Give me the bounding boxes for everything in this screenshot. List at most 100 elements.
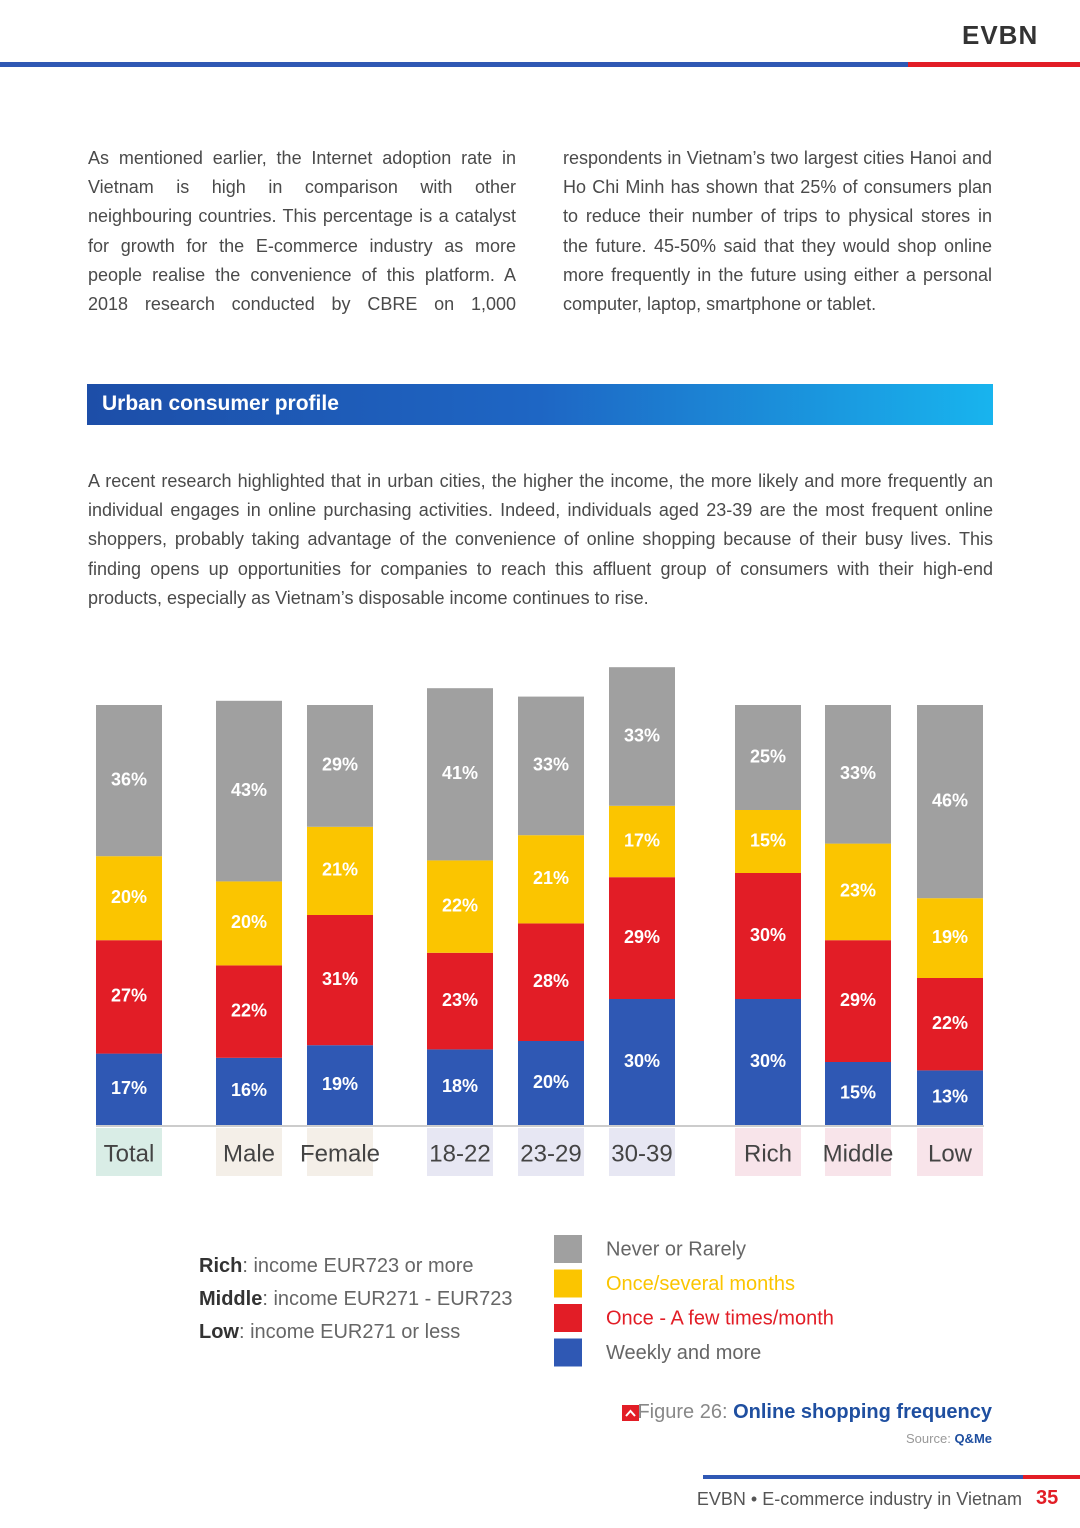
value-label: 31% — [322, 969, 358, 989]
footer-rule-accent — [1023, 1475, 1080, 1479]
legend-label: Never or Rarely — [606, 1238, 746, 1260]
bar-segment — [216, 1057, 282, 1125]
value-label: 29% — [322, 755, 358, 775]
value-label: 20% — [111, 887, 147, 907]
bar-segment — [917, 898, 983, 978]
value-label: 22% — [932, 1013, 968, 1033]
bar-segment — [518, 835, 584, 924]
value-label: 21% — [322, 860, 358, 880]
note-term: Low — [199, 1321, 239, 1343]
value-label: 27% — [111, 986, 147, 1006]
bar-segment — [735, 705, 801, 810]
notes: Rich: income EUR723 or more Middle: incom… — [199, 1250, 512, 1349]
bar-segment — [518, 696, 584, 836]
x-tick-label: Low — [928, 1140, 973, 1167]
category-label-bg — [96, 1128, 162, 1176]
bar-segment — [917, 1070, 983, 1125]
bar-segment — [609, 999, 675, 1125]
value-label: 23% — [840, 881, 876, 901]
bar-segment — [307, 915, 373, 1046]
value-label: 20% — [533, 1072, 569, 1092]
bar-segment — [518, 1041, 584, 1125]
note: Rich: income EUR723 or more — [199, 1250, 512, 1283]
bar-segment — [307, 826, 373, 915]
note-term: Rich — [199, 1255, 243, 1277]
bar-segment — [825, 705, 891, 844]
category-label-bg — [917, 1128, 983, 1176]
value-label: 36% — [111, 769, 147, 789]
value-label: 30% — [750, 1051, 786, 1071]
category-label-bg — [609, 1128, 675, 1176]
bar-segment — [216, 700, 282, 882]
bar-segment — [518, 923, 584, 1041]
bar-segment — [96, 705, 162, 857]
legend-label: Once/several months — [606, 1273, 795, 1295]
value-label: 28% — [533, 971, 569, 991]
category-label-bg — [216, 1128, 282, 1176]
note: Low: income EUR271 or less — [199, 1316, 512, 1349]
value-label: 15% — [840, 1082, 876, 1102]
value-label: 16% — [231, 1080, 267, 1100]
section-title: Urban consumer profile — [102, 392, 339, 415]
x-tick-label: 23-29 — [520, 1140, 581, 1167]
legend-swatch — [554, 1269, 582, 1298]
value-label: 30% — [750, 925, 786, 945]
intro-left: As mentioned earlier, the Internet adopt… — [88, 148, 516, 315]
bar-segment — [825, 940, 891, 1062]
value-label: 41% — [442, 763, 478, 783]
value-label: 19% — [322, 1074, 358, 1094]
bar-segment — [216, 965, 282, 1058]
note-text: : income EUR271 or less — [239, 1321, 461, 1343]
legend-swatch — [554, 1235, 582, 1263]
bar-segment — [917, 978, 983, 1071]
value-label: 43% — [231, 780, 267, 800]
value-label: 22% — [231, 1000, 267, 1020]
note-text: : income EUR271 - EUR723 — [262, 1288, 513, 1310]
x-tick-label: Male — [223, 1140, 275, 1167]
logo: EVBN — [962, 20, 1039, 50]
source-label: Source: — [906, 1431, 951, 1446]
value-label: 29% — [840, 990, 876, 1010]
legend-label: Weekly and more — [606, 1342, 761, 1364]
page-number: 35 — [1036, 1487, 1059, 1509]
value-label: 13% — [932, 1086, 968, 1106]
value-label: 29% — [624, 927, 660, 947]
value-label: 17% — [624, 830, 660, 850]
bar-segment — [609, 667, 675, 806]
bar-segment — [735, 873, 801, 999]
bar-segment — [735, 999, 801, 1125]
value-label: 33% — [533, 755, 569, 775]
bar-segment — [96, 940, 162, 1054]
note-text: : income EUR723 or more — [242, 1255, 474, 1277]
category-label-bg — [427, 1128, 493, 1176]
source: Source: Q&Me — [906, 1431, 992, 1446]
note-term: Middle — [199, 1288, 263, 1310]
header-rule — [0, 62, 908, 67]
value-label: 23% — [442, 990, 478, 1010]
value-label: 15% — [750, 830, 786, 850]
bar-segment — [427, 952, 493, 1050]
note: Middle: income EUR271 - EUR723 — [199, 1283, 512, 1316]
footer-rule — [703, 1475, 1023, 1479]
x-tick-label: 18-22 — [429, 1140, 490, 1167]
header-rule-accent — [908, 62, 1080, 67]
value-label: 19% — [932, 927, 968, 947]
value-label: 33% — [840, 763, 876, 783]
category-label-bg — [518, 1128, 584, 1176]
value-label: 30% — [624, 1051, 660, 1071]
value-label: 18% — [442, 1076, 478, 1096]
value-label: 21% — [533, 868, 569, 888]
bar-segment — [96, 1053, 162, 1125]
legend-swatch — [554, 1338, 582, 1367]
bar-segment — [96, 856, 162, 941]
bar-segment — [825, 843, 891, 941]
legend-label: Once - A few times/month — [606, 1307, 834, 1329]
x-tick-label: Total — [104, 1140, 155, 1167]
bar-segment — [917, 705, 983, 899]
source-name: Q&Me — [954, 1431, 992, 1446]
x-tick-label: Middle — [823, 1140, 894, 1167]
bar-segment — [307, 1045, 373, 1125]
bar-segment — [609, 877, 675, 999]
bar-segment — [427, 860, 493, 953]
caption-icon — [622, 1405, 639, 1421]
